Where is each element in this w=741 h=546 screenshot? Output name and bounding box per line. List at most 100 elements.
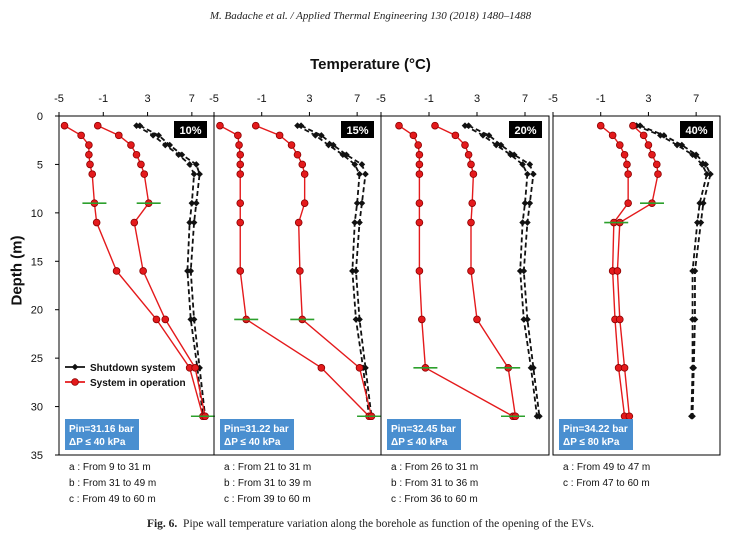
x-tick-label: 3 [474,93,480,105]
operation-point [287,141,296,149]
x-tick-label: -5 [548,93,558,105]
info-box [387,419,461,450]
operation-point [236,267,245,275]
info-box [65,419,139,450]
shutdown-point [325,141,332,149]
shutdown-point [358,161,366,168]
info-pressure: Pin=31.16 bar [69,424,134,435]
operation-point [152,315,161,324]
operation-point [161,315,170,324]
operation-point [467,160,475,169]
opening-badge [509,121,542,138]
shutdown-point [689,267,696,275]
panel-frame [380,115,550,456]
opening-label: 40% [685,125,707,137]
shutdown-point [136,122,144,129]
shutdown-line [136,124,204,417]
figure-label: Fig. 6. [146,518,178,530]
panel-frame [552,115,721,456]
shutdown-point [294,122,301,129]
shutdown-line [139,124,207,417]
operation-point [608,131,617,140]
x-tick-label: -5 [54,93,64,105]
shutdown-point [356,219,363,226]
shutdown-point [520,267,528,275]
operation-point [464,150,473,159]
shutdown-point [516,267,524,275]
shutdown-point [497,141,505,149]
operation-point [415,170,424,178]
legend-marker [71,363,79,371]
operation-point [415,218,424,227]
operation-point [615,141,624,149]
shutdown-point [178,151,186,159]
y-tick-label: 5 [37,159,43,171]
operation-point [395,121,403,130]
legend-marker [71,378,79,386]
panel-note: b : From 31 to 49 m [69,478,156,489]
operation-point [236,160,245,169]
x-tick-label: -1 [257,93,267,105]
shutdown-point [351,219,359,226]
operation-point [236,199,245,207]
shutdown-point [318,132,325,139]
shutdown-point [530,170,537,178]
opening-badge [680,121,713,138]
shutdown-point [166,141,174,149]
operation-point [293,150,302,159]
legend-label: System in operation [90,378,186,389]
panel-4: -5 -1 3 7 40% Pin=34.22 bar ΔP ≤ 80 kPa a : Fro… [548,93,721,489]
shutdown-line [468,124,541,417]
opening-label: 10% [179,125,201,137]
operation-point [114,131,123,140]
panel-note: b : From 31 to 36 m [391,478,478,489]
shutdown-point [339,151,347,159]
x-tick-label: 7 [189,93,195,105]
x-tick-label: 7 [522,93,528,105]
shutdown-point [510,151,518,159]
panel-note: c : From 39 to 60 m [224,494,311,505]
x-tick-label: 3 [306,93,312,105]
operation-point [648,150,656,159]
shutdown-point [196,170,203,178]
operation-point [625,412,634,421]
operation-point [451,131,460,140]
legend-label: Shutdown system [90,363,176,374]
shutdown-point [349,267,356,275]
opening-badge [174,121,207,138]
operation-point [140,170,149,178]
shutdown-point [689,151,696,159]
panel-note: a : From 9 to 31 m [69,462,151,473]
operation-line [434,125,517,417]
shutdown-point [479,132,487,139]
operation-point [467,218,475,227]
shutdown-point [190,219,198,226]
shutdown-point [524,170,531,178]
shutdown-point [519,161,526,168]
operation-point [300,199,309,207]
shutdown-line [639,124,712,417]
shutdown-point [689,364,696,372]
shutdown-point [524,316,531,323]
x-tick-label: 3 [645,93,651,105]
shutdown-point [696,199,704,207]
shutdown-point [461,122,469,129]
panel-3: -5 -1 3 7 20% Pin=32.45 bar ΔP ≤ 40 kPa a : Fro… [376,93,550,505]
operation-point [112,267,121,275]
operation-point [355,364,364,372]
figure-caption: Fig. 6. Pipe wall temperature variation … [0,518,741,530]
operation-point [414,141,423,149]
panel-1: -5 -1 3 7 10% Pin=31.16 bar ΔP ≤ 40 kPa a : Fro… [54,93,215,505]
shutdown-line [464,124,538,417]
operation-point [251,121,260,130]
chart-panels: 0 5 10 15 20 25 30 35 -5 -1 3 7 10% Pin=31.16 bar ΔP ≤… [31,93,721,505]
operation-point [296,267,304,275]
info-delta-p: ΔP ≤ 80 kPa [563,437,620,448]
y-tick-label: 25 [31,353,43,365]
shutdown-line [636,124,708,417]
shutdown-point [312,132,319,139]
y-tick-label: 35 [31,450,43,462]
shutdown-point [351,161,359,168]
y-tick-label: 10 [31,208,43,220]
shutdown-point [362,170,369,178]
